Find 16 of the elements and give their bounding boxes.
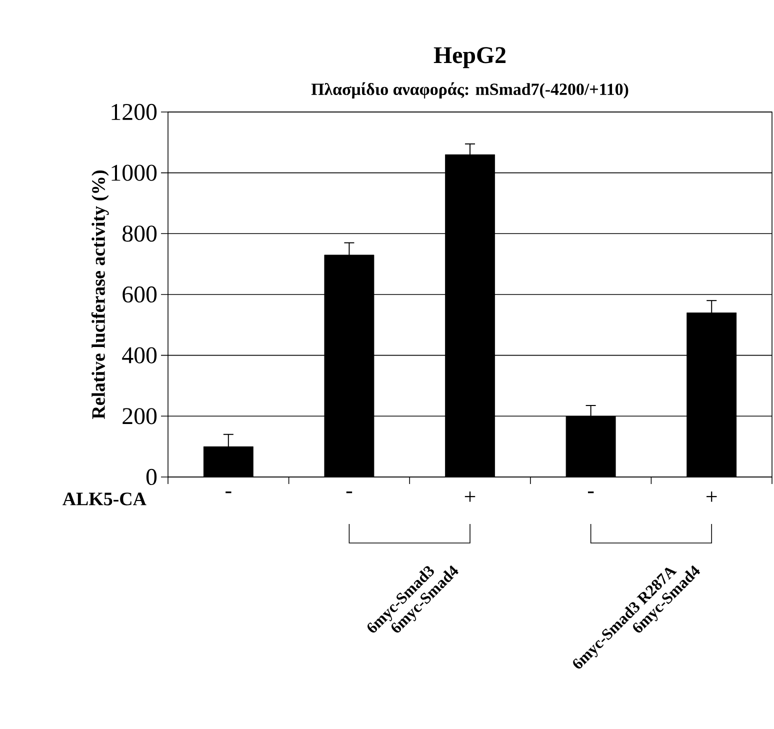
x-tick-label: + [706, 491, 717, 502]
y-tick-label: 600 [122, 286, 157, 303]
y-tick-label: 400 [122, 347, 157, 364]
x-tick-label: + [464, 491, 476, 502]
x-tick-label: - [588, 492, 594, 494]
chart-title: HepG2 [434, 47, 506, 68]
x-tick-label: - [226, 492, 232, 494]
x-tick-label: - [346, 492, 352, 494]
y-tick-label: 1000 [112, 164, 157, 181]
y-tick-label: 800 [122, 226, 157, 242]
y-tick-label: 200 [122, 408, 157, 424]
y-axis-title: Relative luciferase activity (%) [91, 170, 109, 419]
y-tick-label: 1200 [112, 104, 157, 120]
chart-subtitle: Πλασμίδιο αναφοράς: mSmad7(-4200/+110) [311, 82, 628, 98]
text: ALK5-CA [62, 492, 146, 506]
y-tick-label: 0 [146, 468, 157, 486]
